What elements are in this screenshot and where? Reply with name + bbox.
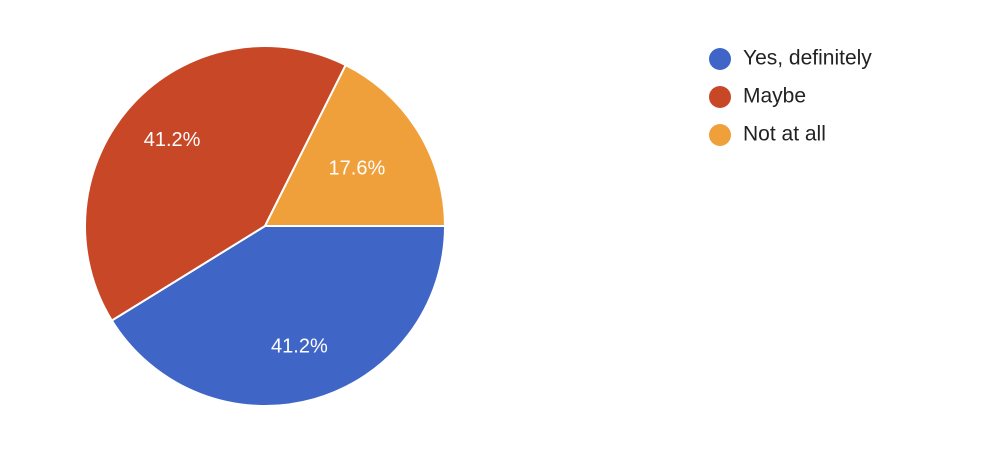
legend-label: Maybe — [743, 85, 806, 108]
slice-label: 17.6% — [329, 158, 386, 180]
legend-label: Yes, definitely — [743, 47, 872, 70]
slice-label: 41.2% — [144, 129, 201, 151]
pie-slice — [110, 225, 447, 407]
slice-label: 41.2% — [271, 335, 328, 357]
legend-label: Not at all — [743, 123, 826, 146]
legend-marker — [709, 124, 731, 146]
legend-marker — [709, 86, 731, 108]
pie-slice — [84, 45, 348, 322]
legend-marker — [709, 48, 731, 70]
pie-slice — [263, 63, 447, 227]
